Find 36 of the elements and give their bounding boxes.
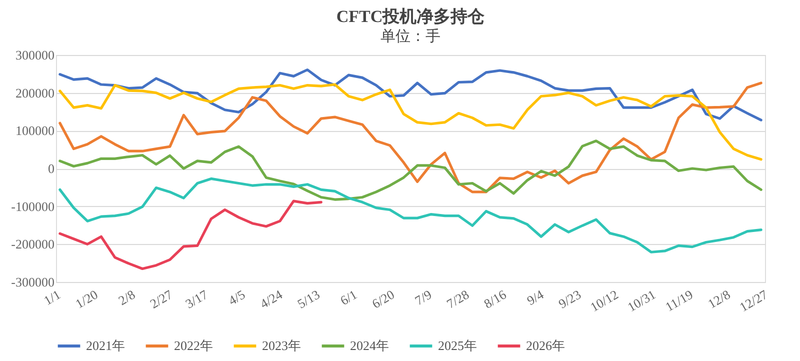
legend-label: 2022年 (174, 338, 213, 353)
y-tick-label: 100000 (16, 123, 54, 138)
x-tick-label: 11/19 (662, 286, 696, 314)
chart-title: CFTC投机净多持仓 (336, 7, 486, 26)
y-tick-label: 300000 (16, 48, 54, 62)
x-tick-label: 1/1 (41, 286, 63, 308)
x-tick-label: 7/28 (444, 286, 472, 312)
x-tick-label: 12/27 (736, 286, 770, 315)
x-tick-label: 9/23 (556, 286, 584, 312)
x-tick-label: 5/13 (294, 286, 322, 312)
legend-label: 2023年 (262, 338, 301, 353)
legend-label: 2021年 (86, 338, 125, 353)
x-tick-label: 7/9 (412, 286, 434, 308)
y-tick-label: -100000 (11, 198, 54, 214)
x-tick-label: 6/1 (338, 286, 360, 308)
y-tick-label: -200000 (11, 236, 54, 252)
x-tick-label: 8/16 (481, 286, 510, 312)
legend-label: 2025年 (438, 338, 477, 353)
chart-subtitle: 单位：手 (380, 28, 440, 45)
x-tick-label: 9/4 (524, 286, 547, 308)
legend-label: 2024年 (350, 338, 389, 353)
x-tick-label: 4/5 (226, 286, 248, 308)
x-tick-label: 4/24 (257, 286, 286, 312)
x-tick-label: 10/12 (588, 286, 621, 315)
x-tick-label: 2/8 (116, 286, 138, 308)
x-tick-label: 1/20 (72, 286, 100, 312)
x-tick-label: 12/8 (705, 286, 733, 312)
x-tick-label: 10/31 (624, 286, 658, 315)
y-tick-label: 200000 (16, 85, 54, 100)
y-tick-label: -300000 (11, 274, 54, 290)
x-tick-label: 3/17 (182, 286, 211, 312)
x-tick-label: 2/27 (147, 286, 176, 312)
legend-label: 2026年 (526, 338, 565, 353)
y-tick-label: 0 (48, 161, 54, 176)
line-series (58, 200, 322, 270)
x-tick-label: 6/20 (369, 286, 397, 312)
